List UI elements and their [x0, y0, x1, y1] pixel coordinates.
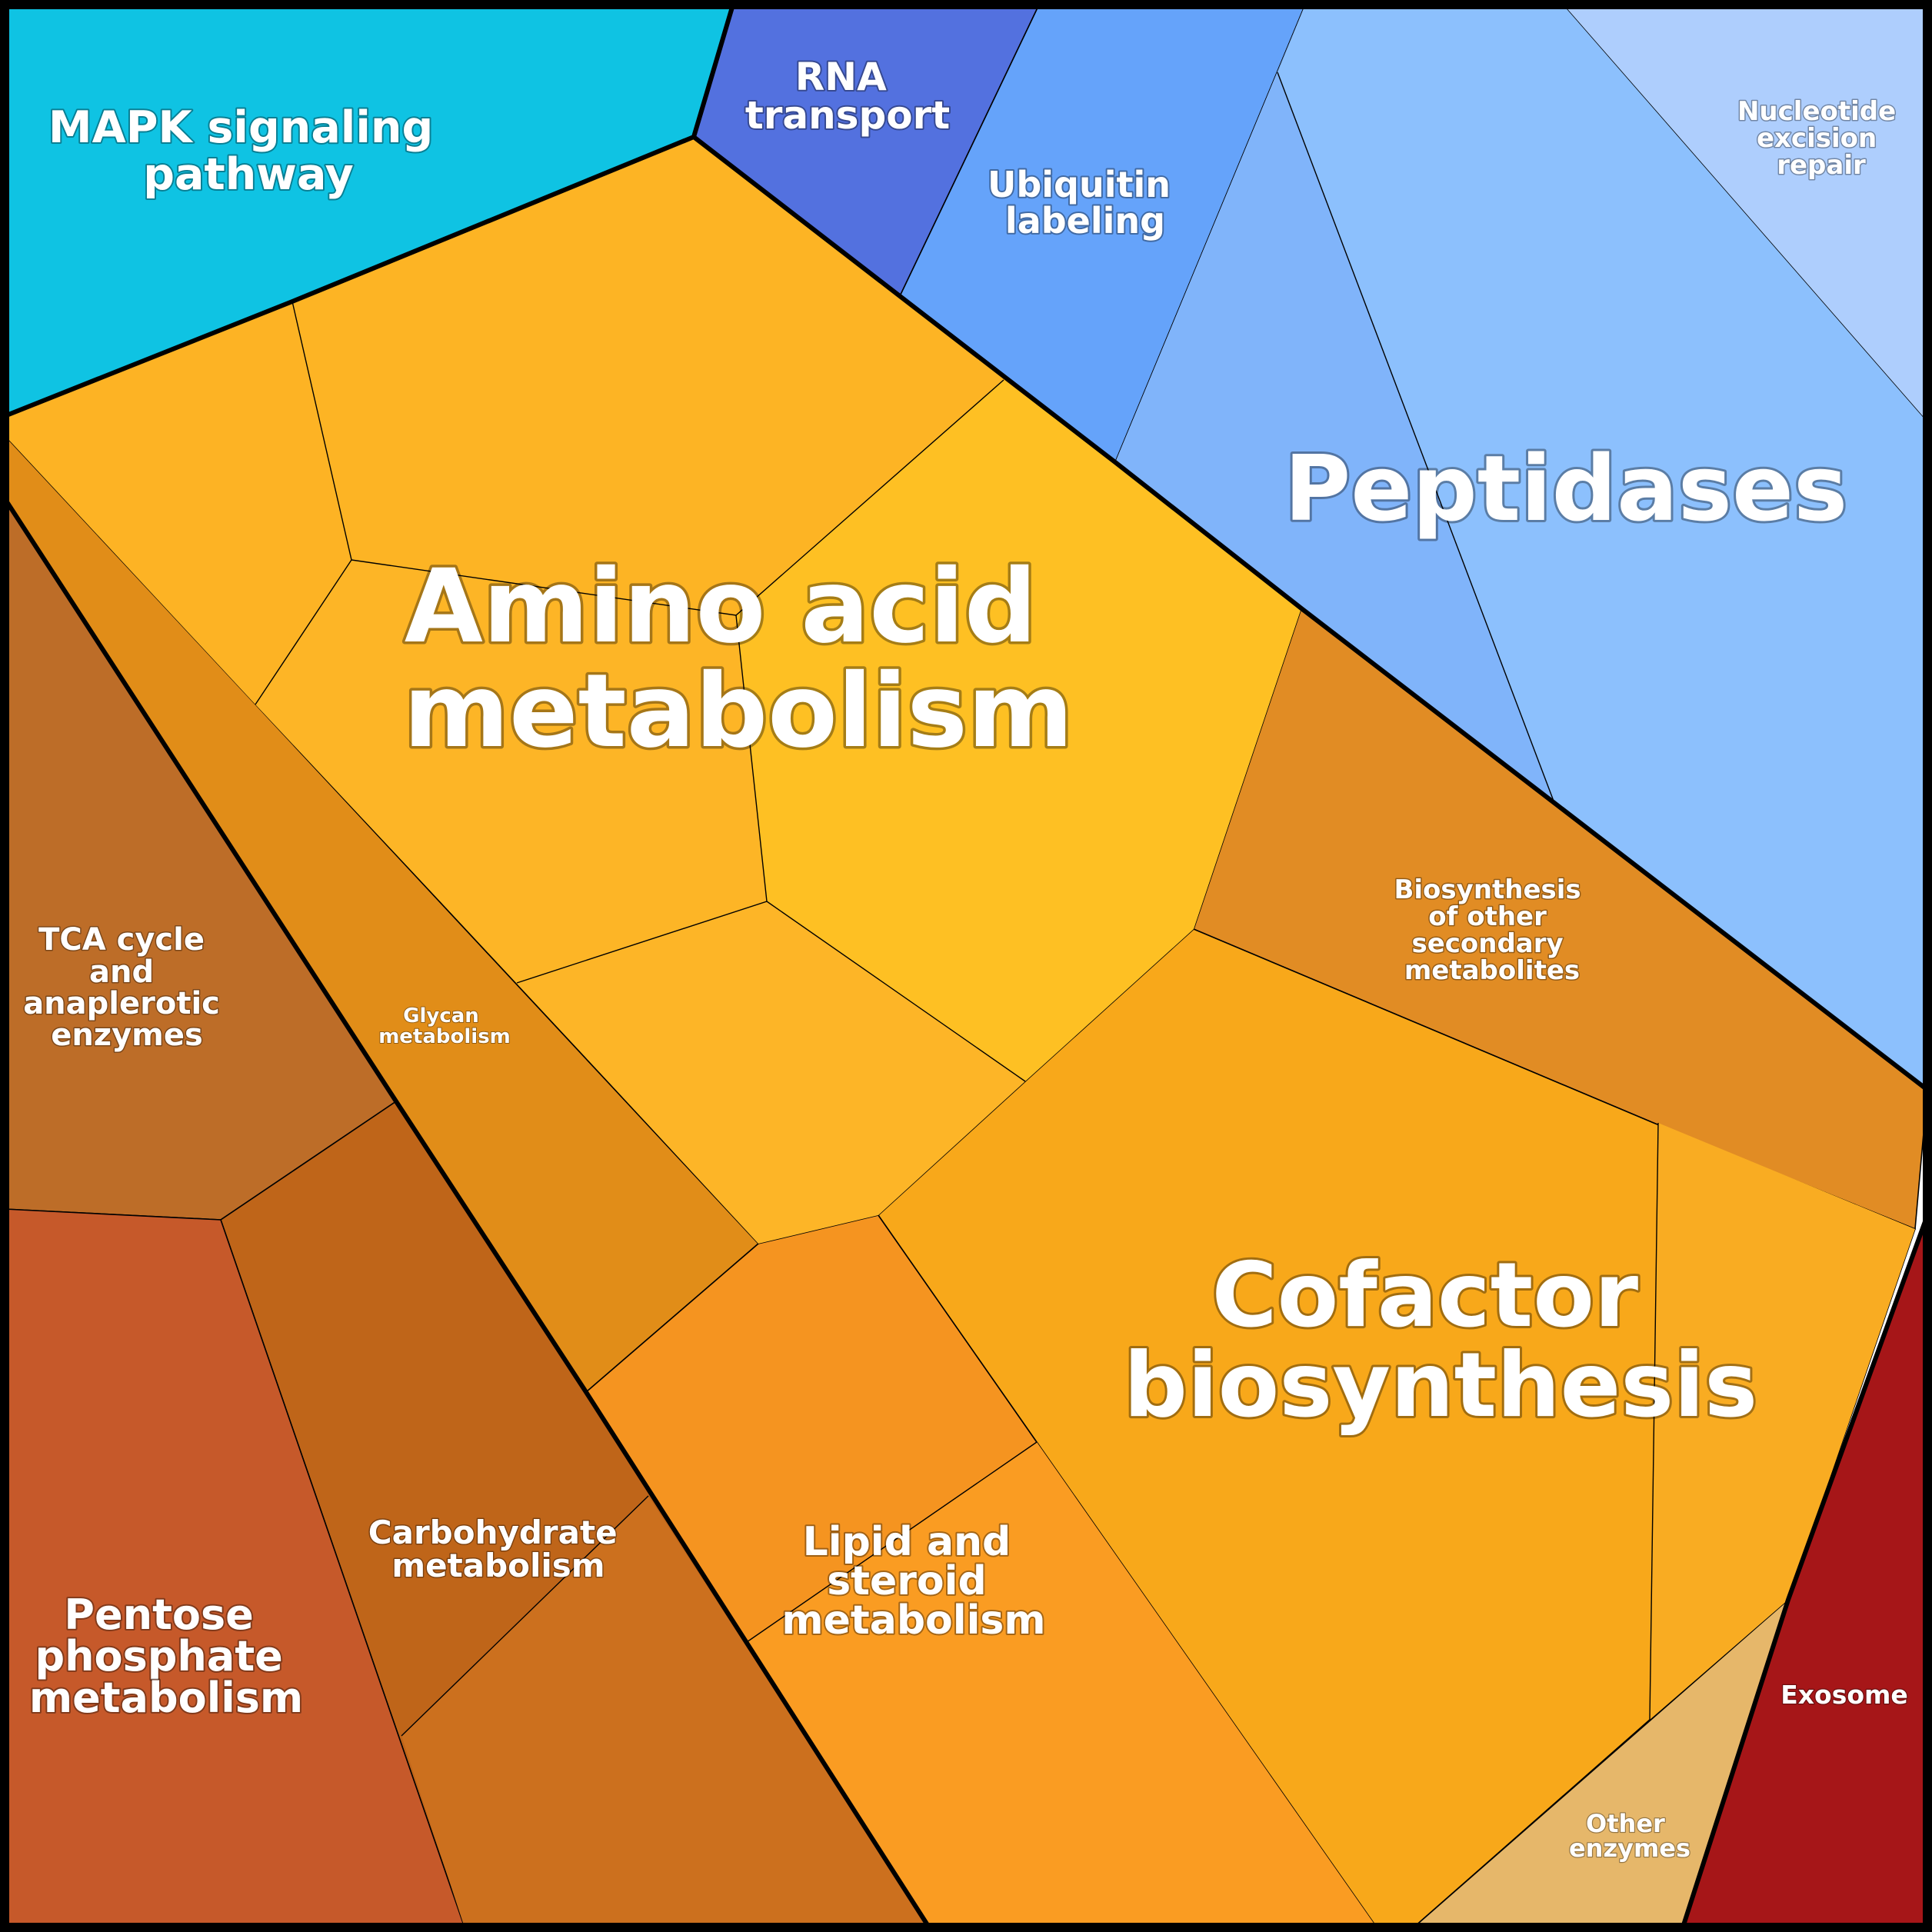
- subcell-amino-center: [255, 560, 767, 983]
- label-other-enzymes: Other enzymes: [1569, 1809, 1690, 1863]
- treemap-labels: MAPK signaling pathway RNA transport Ubi…: [22, 53, 1909, 1864]
- subcell-amino-right: [736, 380, 1301, 1081]
- subcell-lipid-lower: [747, 1442, 1377, 1927]
- border-tca: [2, 497, 931, 1929]
- label-mapk-signaling: MAPK signaling pathway: [48, 102, 448, 200]
- subcell-carb-lower: [401, 1496, 929, 1927]
- border-exosome: [1681, 1214, 1930, 1928]
- label-nucleotide-excision-repair: Nucleotide excision repair: [1737, 96, 1905, 181]
- border-metabolism-top: [692, 135, 1929, 1092]
- subcell-peptidases-a: [1115, 5, 1554, 803]
- label-tca-cycle: TCA cycle and anaplerotic enzymes: [23, 922, 231, 1053]
- subcell-amino-topleft: [5, 301, 351, 705]
- label-amino-acid-metabolism: Amino acid metabolism: [403, 548, 1073, 771]
- subcell-amino-bottom: [517, 901, 1025, 1244]
- label-rna-transport: RNA transport: [745, 55, 950, 138]
- label-exosome: Exosome: [1780, 1680, 1908, 1710]
- subcell-divider: [1649, 1122, 1659, 1720]
- subcell-peptidases-b: [1277, 5, 1927, 1090]
- label-glycan-metabolism: Glycan metabolism: [378, 1004, 511, 1048]
- border-mapk: [3, 4, 735, 418]
- label-biosynthesis-secondary-metabolites: Biosynthesis of other secondary metaboli…: [1394, 874, 1590, 986]
- label-peptidases: Peptidases: [1284, 435, 1847, 541]
- subcell-divider: [746, 1441, 1038, 1643]
- label-cofactor-biosynthesis: Cofactor biosynthesis: [1124, 1244, 1757, 1437]
- label-lipid-steroid: Lipid and steroid metabolism: [781, 1519, 1045, 1644]
- label-carbohydrate-metabolism: Carbohydrate metabolism: [368, 1514, 628, 1584]
- label-ubiquitin-labeling: Ubiquitin labeling: [988, 164, 1183, 242]
- label-pentose-phosphate: Pentose phosphate metabolism: [29, 1591, 303, 1722]
- subcell-cofactor-right: [1650, 1123, 1915, 1720]
- subcell-divider: [1277, 72, 1555, 804]
- treemap-subcells: [5, 5, 1927, 1927]
- subcell-amino-top: [292, 137, 1004, 615]
- subcell-divider: [401, 1495, 649, 1737]
- subcell-divider: [766, 901, 1026, 1082]
